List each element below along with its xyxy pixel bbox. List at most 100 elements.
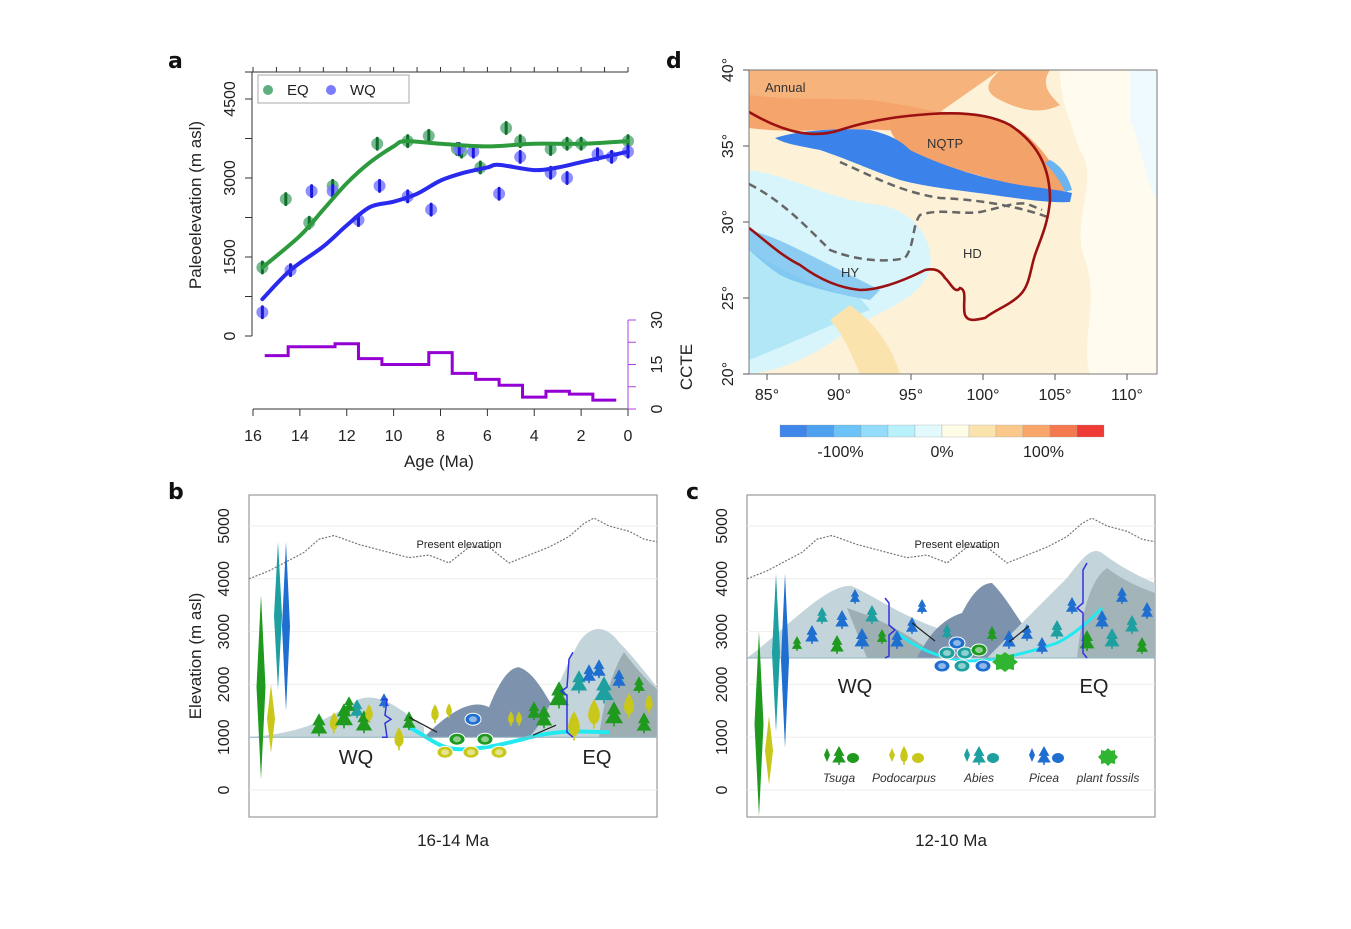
panel-c-label: c [686, 480, 699, 505]
tree-wq-trunk [343, 724, 345, 729]
arrow-wq [408, 716, 438, 733]
tree-trunk [841, 626, 843, 629]
y-tick-label: 1000 [216, 719, 233, 755]
arrow-wq [911, 622, 936, 642]
tree-wq-trunk [318, 733, 320, 737]
panel-b-label: b [168, 480, 184, 505]
map-label-nqtp: NQTP [927, 136, 963, 151]
tree-trunk [911, 631, 913, 634]
tree-eq-trunk [573, 736, 575, 741]
legend-range-icon [1029, 748, 1035, 762]
map-tibetan-plateau-outline [749, 110, 1052, 322]
pollen-abies-inner [958, 663, 966, 669]
legend-taxon-label: Abies [963, 771, 994, 785]
tree-trunk [836, 651, 838, 654]
a-y-tick-label: 0 [222, 331, 239, 340]
tree-eq [624, 693, 634, 716]
tree-eq [535, 705, 553, 726]
panel-a-legend: EQ WQ [257, 74, 410, 104]
terrain-wq-shadow [847, 608, 977, 658]
range-abies [274, 541, 282, 690]
pollen-podocarpus-inner [467, 749, 475, 756]
legend-pollen-icon [987, 753, 999, 763]
pollen-picea-inner [469, 716, 477, 723]
tree-trunk [991, 638, 993, 641]
a-x-tick-label: 8 [436, 428, 445, 445]
y-tick-label: 2000 [216, 667, 233, 703]
a-x-tick-label: 12 [338, 428, 356, 445]
tree-center [508, 711, 514, 725]
pollen-picea-inner [953, 640, 961, 646]
tree [916, 599, 928, 612]
tree-trunk [921, 611, 923, 614]
tree [1036, 637, 1048, 652]
tree [849, 589, 861, 602]
legend-wq-marker [326, 85, 336, 95]
tree-eq [633, 676, 645, 691]
a-errorbar-eq [427, 128, 431, 143]
a-x-tick-label: 16 [244, 428, 262, 445]
legend-tree-icon-trunk [978, 762, 980, 765]
tree-trunk [1086, 648, 1088, 651]
map-region-east-pale [1060, 70, 1157, 374]
legend-taxon-label: Picea [1029, 771, 1059, 785]
tree-center-trunk [434, 720, 436, 724]
a-xlabel: Age (Ma) [404, 452, 474, 471]
legend-wq-label: WQ [350, 82, 376, 99]
a-y-tick-label: 1500 [222, 239, 239, 275]
tree-trunk [1131, 631, 1133, 634]
d-y-tick-label: 35° [720, 134, 737, 158]
tree [986, 626, 998, 639]
a-x-tick-label: 6 [483, 428, 492, 445]
range-tsuga [754, 631, 764, 817]
tree-trunk [854, 601, 856, 604]
legend-pollen-icon [912, 753, 924, 763]
terrain-eq-shadow [1077, 568, 1155, 658]
tree-trunk [1041, 651, 1043, 654]
tree-eq [636, 712, 652, 731]
colorbar-swatch [941, 424, 970, 438]
legend-eq-label: EQ [287, 82, 309, 99]
range-podocarpus [765, 716, 773, 785]
d-y-tick-label: 40° [720, 58, 737, 82]
tree-wq-trunk [383, 705, 385, 708]
tree-wq-trunk [348, 710, 350, 713]
tree-center-trunk [518, 723, 520, 726]
tree [890, 630, 904, 647]
tree-center [527, 701, 541, 718]
tree [865, 605, 879, 622]
colorbar-swatch [1022, 424, 1051, 438]
a-x-tick-label: 14 [291, 428, 309, 445]
colorbar-label: -100% [817, 444, 863, 461]
map-dashed-boundary-nqtp [839, 160, 1051, 220]
tree [876, 629, 888, 642]
tree-eq-trunk [588, 680, 590, 684]
tree-eq-trunk [638, 690, 640, 693]
map-region-east-cyan [1130, 70, 1157, 200]
a-y2-tick-label: 15 [649, 356, 666, 374]
legend-box [257, 74, 410, 104]
tree-eq [594, 676, 614, 701]
colorbar-swatch [887, 424, 916, 438]
a-errorbar-wq [497, 186, 501, 201]
tree-wq [329, 712, 339, 731]
d-x-tick-label: 95° [899, 387, 923, 404]
c-caption: 12-10 Ma [915, 831, 987, 850]
a-errorbar-eq [504, 120, 508, 135]
map-region-sw-blue [749, 250, 870, 360]
tree-wq [402, 711, 416, 728]
panel-b: b Elevation (m asl) 0 1000 2000 3000 4000 500… [168, 480, 658, 850]
tree [906, 617, 918, 632]
map-label-hy: HY [841, 265, 859, 280]
d-x-tick-label: 105° [1038, 387, 1071, 404]
tree-wq [355, 710, 373, 731]
tree-trunk [1146, 616, 1148, 619]
d-x-tick-label: 100° [966, 387, 999, 404]
tree-wq [350, 699, 364, 716]
region-label-wq: WQ [339, 747, 373, 769]
a-errorbar-wq [565, 171, 569, 185]
tree [791, 636, 803, 649]
panel-a-axes: 0 1500 3000 4500 16 14 12 10 8 6 4 2 0 0 15 30 [222, 67, 666, 445]
tree-wq [310, 713, 328, 734]
